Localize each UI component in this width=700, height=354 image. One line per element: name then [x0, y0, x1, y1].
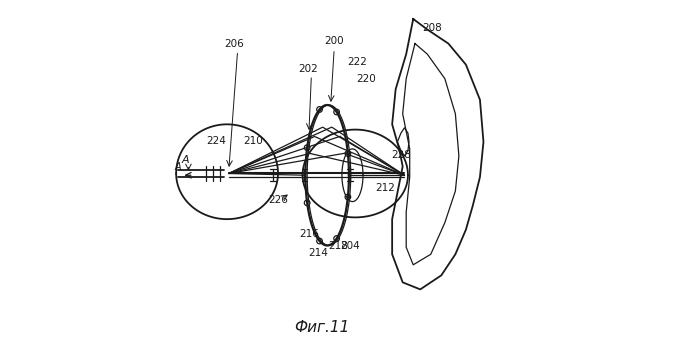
- Text: 226: 226: [268, 195, 288, 205]
- Text: 218: 218: [328, 241, 348, 251]
- Text: 208: 208: [423, 23, 442, 33]
- Text: 224: 224: [206, 136, 227, 145]
- Text: A: A: [181, 155, 189, 165]
- Text: 204: 204: [340, 241, 360, 251]
- Text: A: A: [174, 162, 181, 172]
- Text: 214: 214: [309, 248, 328, 258]
- Text: 228: 228: [391, 150, 411, 160]
- Text: 206: 206: [224, 39, 244, 49]
- Text: 200: 200: [324, 35, 344, 46]
- Text: 202: 202: [298, 64, 318, 74]
- Text: 216: 216: [300, 229, 319, 239]
- Text: 222: 222: [347, 57, 367, 67]
- Text: 212: 212: [375, 183, 395, 193]
- Text: 210: 210: [244, 136, 263, 145]
- Text: Фиг.11: Фиг.11: [294, 320, 349, 335]
- Text: 220: 220: [356, 74, 376, 84]
